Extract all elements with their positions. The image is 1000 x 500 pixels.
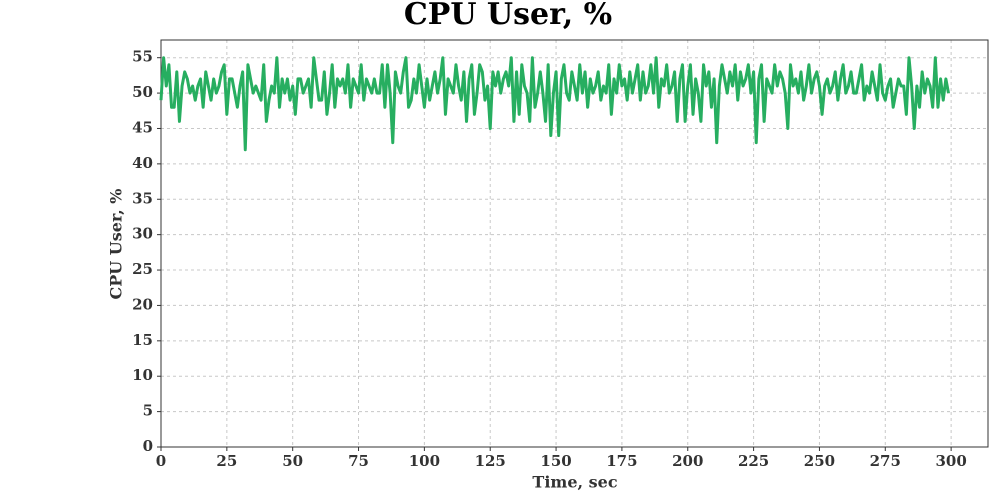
chart-title: CPU User, % [404, 0, 612, 32]
x-tick-label: 100 [409, 452, 440, 470]
x-tick-label: 125 [475, 452, 506, 470]
x-axis-label: Time, sec [532, 473, 617, 492]
x-tick-label: 50 [282, 452, 303, 470]
y-tick-label: 15 [132, 331, 153, 349]
x-tick-label: 150 [540, 452, 571, 470]
x-tick-label: 25 [216, 452, 237, 470]
y-tick-label: 5 [143, 402, 153, 420]
y-tick-label: 10 [132, 366, 153, 384]
x-tick-label: 75 [348, 452, 369, 470]
x-tick-label: 200 [672, 452, 703, 470]
x-tick-label: 225 [738, 452, 769, 470]
y-tick-label: 0 [143, 437, 153, 455]
y-tick-label: 55 [132, 48, 153, 66]
y-tick-label: 20 [132, 295, 153, 313]
y-tick-label: 45 [132, 118, 153, 136]
data-line [159, 56, 950, 152]
plot-frame [160, 39, 989, 448]
y-tick-label: 35 [132, 189, 153, 207]
y-tick-label: 30 [132, 225, 153, 243]
x-tick-label: 175 [606, 452, 637, 470]
y-tick-label: 50 [132, 83, 153, 101]
x-tick-label: 0 [156, 452, 166, 470]
y-tick-label: 25 [132, 260, 153, 278]
x-tick-label: 300 [935, 452, 966, 470]
x-tick-label: 275 [870, 452, 901, 470]
y-axis-label: CPU User, % [107, 188, 126, 299]
y-tick-label: 40 [132, 154, 153, 172]
x-tick-label: 250 [804, 452, 835, 470]
